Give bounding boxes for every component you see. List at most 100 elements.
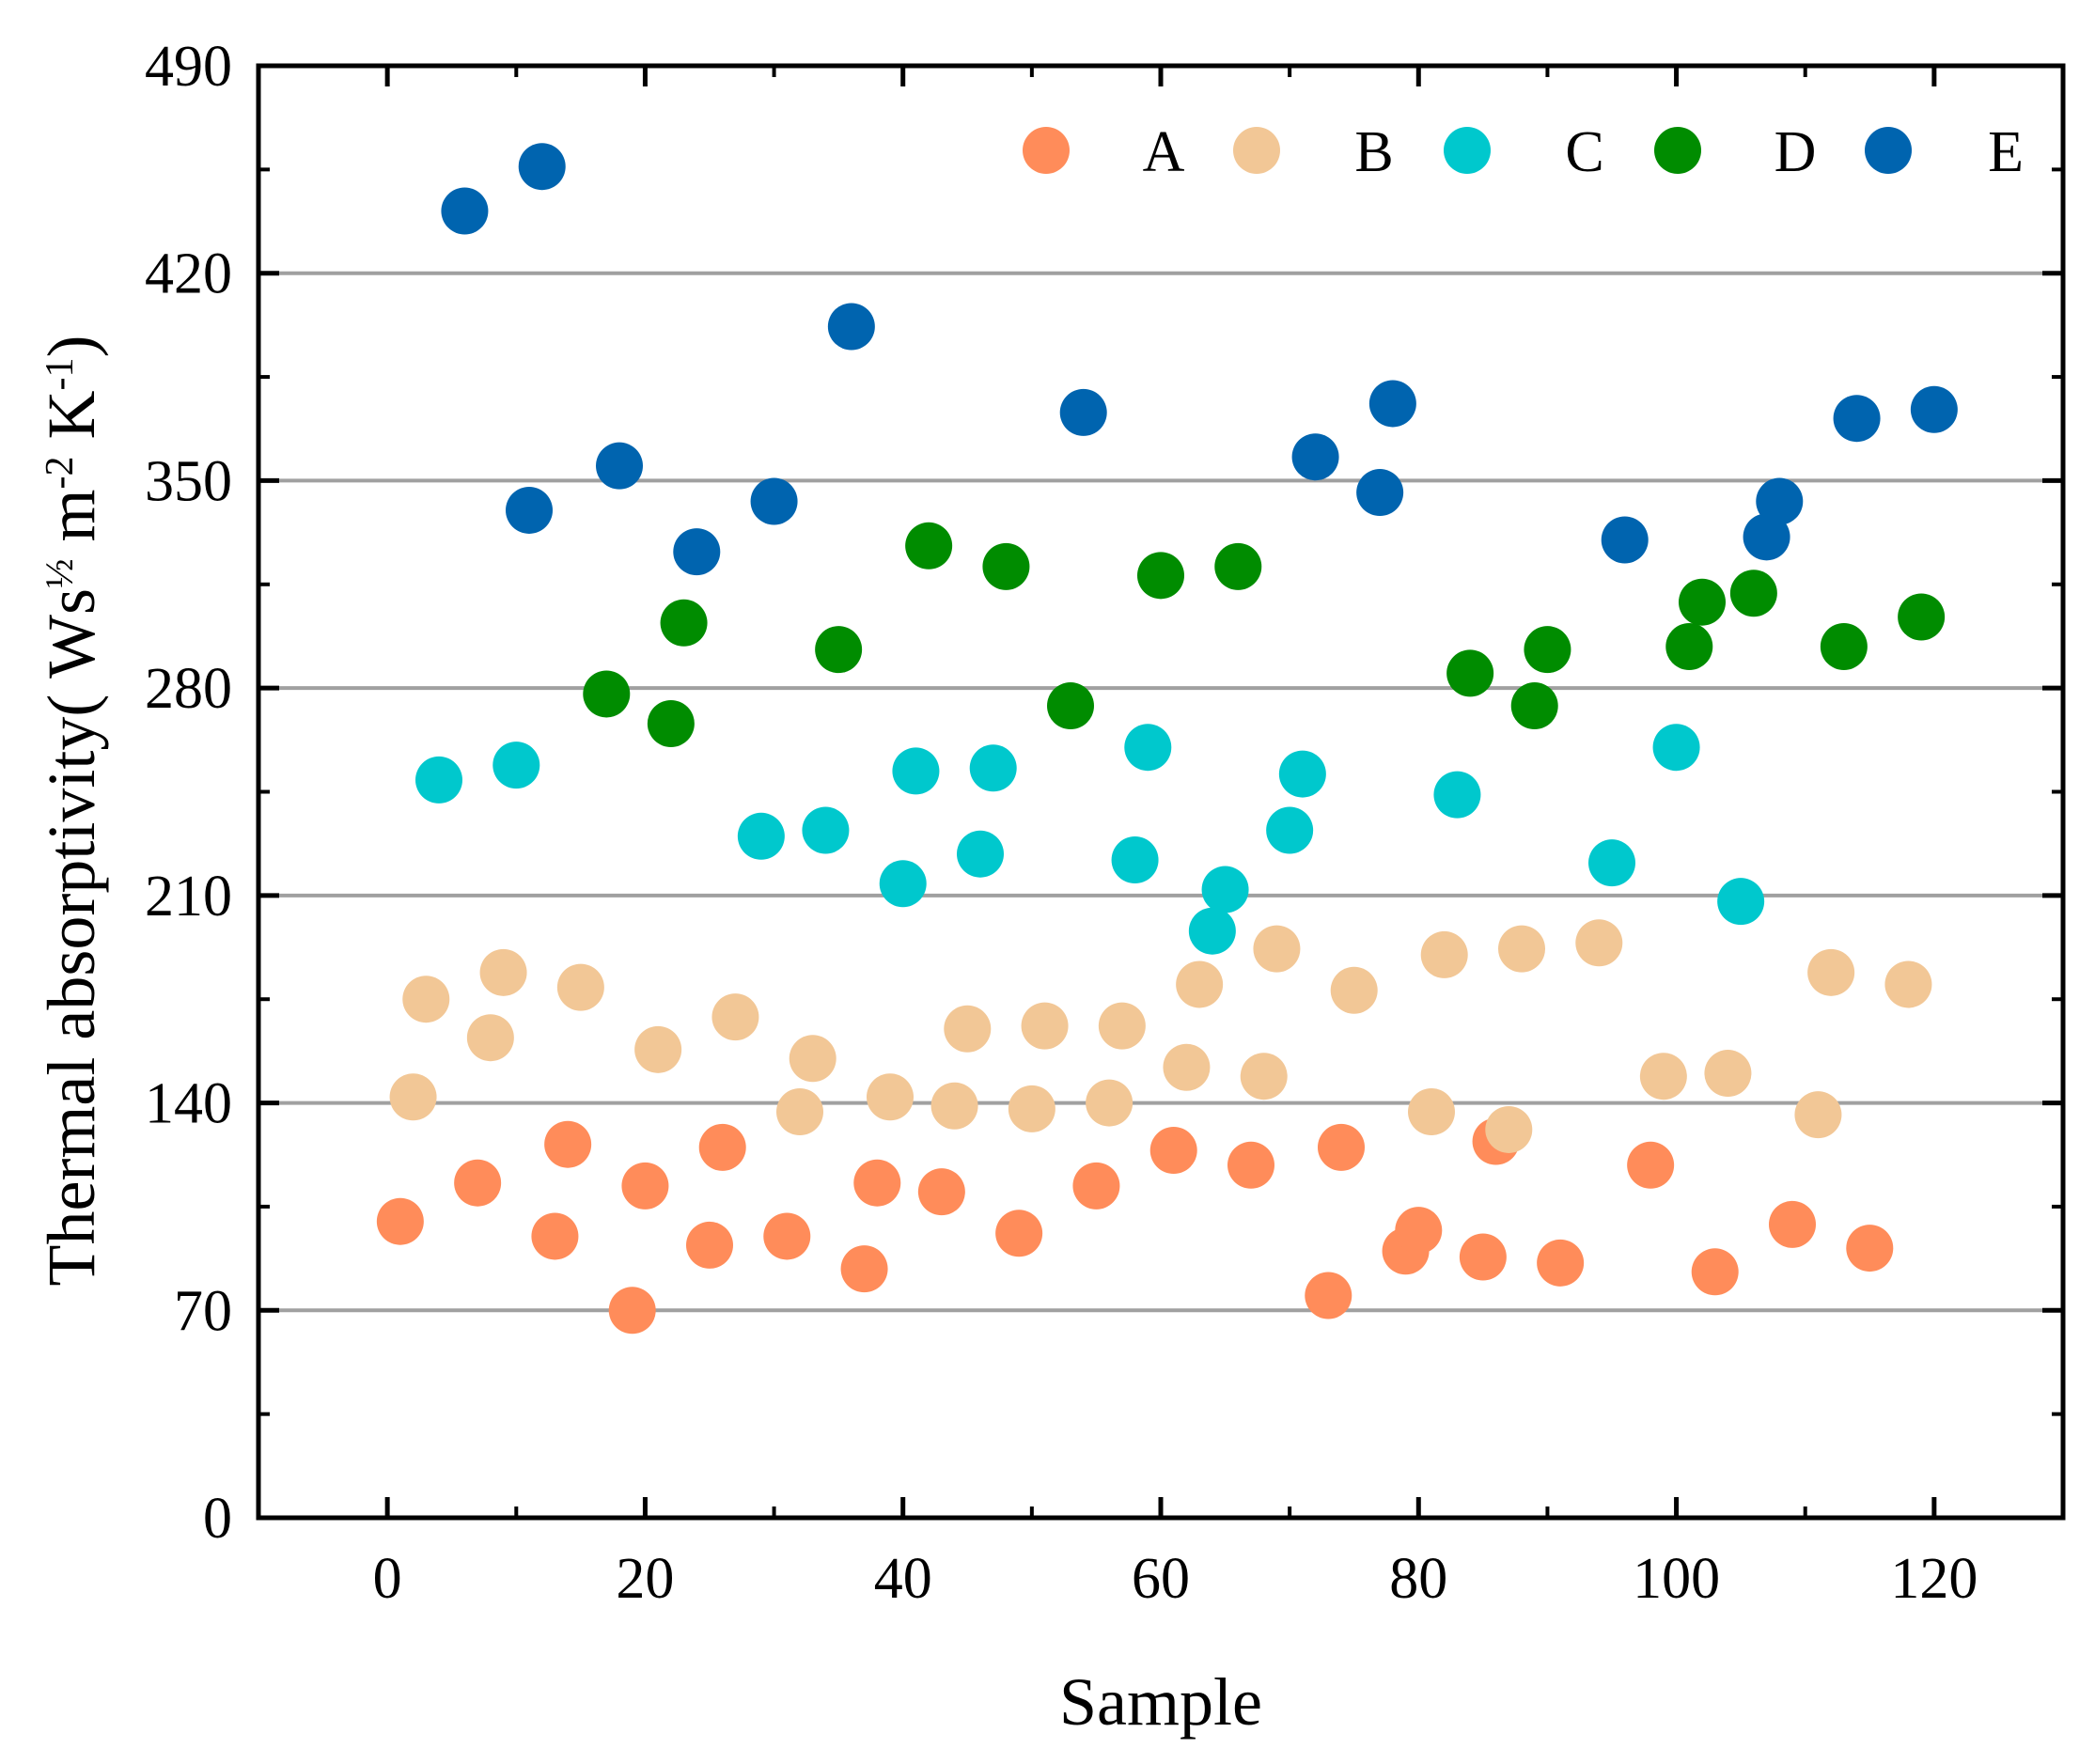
- data-point-A: [1227, 1141, 1274, 1189]
- data-point-B: [1639, 1053, 1687, 1101]
- legend-label-D: D: [1774, 120, 1817, 184]
- data-point-A: [853, 1159, 901, 1207]
- data-point-B: [389, 1073, 437, 1121]
- series-D: [583, 522, 1946, 747]
- x-tick-label-0: 0: [373, 1547, 402, 1611]
- data-point-A: [544, 1120, 592, 1168]
- data-point-D: [660, 599, 708, 647]
- data-point-D: [815, 626, 863, 674]
- legend-marker-E: [1865, 127, 1912, 174]
- y-tick-label-210: 210: [145, 865, 232, 929]
- data-point-C: [1278, 750, 1326, 798]
- legend-marker-C: [1444, 127, 1491, 174]
- legend-marker-A: [1023, 127, 1070, 174]
- y-tick-label-70: 70: [174, 1279, 232, 1343]
- data-point-E: [1291, 433, 1339, 481]
- data-point-C: [892, 747, 940, 795]
- data-point-B: [1098, 1002, 1146, 1050]
- data-point-B: [1163, 1043, 1211, 1091]
- data-point-D: [982, 542, 1030, 590]
- data-point-D: [647, 699, 695, 747]
- data-point-B: [1008, 1085, 1055, 1132]
- y-axis-title-prefix: Thermal absorptivity( Ws: [34, 588, 109, 1287]
- y-axis-title-suffix: ): [34, 336, 109, 358]
- data-point-A: [1149, 1127, 1197, 1175]
- data-point-A: [1691, 1248, 1739, 1296]
- data-point-C: [802, 806, 850, 854]
- data-point-B: [1176, 960, 1224, 1008]
- y-axis-title: Thermal absorptivity( Ws½ m-2 K-1): [34, 336, 109, 1287]
- data-point-E: [1059, 388, 1107, 436]
- data-point-E: [673, 528, 721, 576]
- data-point-B: [479, 948, 527, 996]
- y-tick-label-490: 490: [145, 35, 232, 99]
- data-point-C: [1124, 724, 1172, 772]
- data-point-E: [750, 477, 798, 525]
- series-C: [415, 724, 1765, 955]
- data-point-B: [776, 1088, 823, 1136]
- data-point-B: [634, 1025, 682, 1073]
- legend-label-C: C: [1565, 120, 1603, 184]
- data-point-B: [944, 1005, 992, 1053]
- data-point-A: [454, 1159, 502, 1207]
- data-point-D: [1137, 552, 1184, 600]
- legend-marker-D: [1654, 127, 1701, 174]
- data-point-C: [415, 756, 462, 804]
- data-point-C: [1266, 806, 1314, 854]
- data-point-E: [1833, 395, 1881, 443]
- data-point-A: [1305, 1272, 1352, 1319]
- data-point-B: [789, 1035, 836, 1083]
- data-point-A: [763, 1212, 811, 1260]
- data-point-A: [1395, 1207, 1443, 1255]
- data-point-B: [1253, 925, 1301, 973]
- data-points: [376, 143, 1958, 1335]
- data-point-B: [1408, 1088, 1455, 1136]
- x-tick-label-100: 100: [1633, 1547, 1720, 1611]
- x-tick-label-80: 80: [1389, 1547, 1447, 1611]
- data-point-B: [1794, 1091, 1842, 1139]
- data-point-C: [492, 742, 540, 789]
- data-point-C: [957, 830, 1004, 878]
- data-point-A: [995, 1210, 1043, 1257]
- data-point-B: [1575, 919, 1623, 967]
- data-point-B: [1498, 925, 1545, 973]
- y-tick-label-0: 0: [203, 1487, 232, 1551]
- x-tick-label-120: 120: [1890, 1547, 1978, 1611]
- x-tick-label-40: 40: [874, 1547, 932, 1611]
- data-point-A: [376, 1197, 424, 1245]
- data-point-E: [1743, 513, 1790, 561]
- data-point-D: [583, 670, 631, 718]
- data-point-A: [840, 1245, 888, 1293]
- y-axis-title-sup-m: -2: [39, 456, 82, 489]
- y-axis-title-unit-k: K: [34, 390, 109, 456]
- data-point-B: [930, 1082, 978, 1130]
- data-point-A: [1318, 1123, 1365, 1171]
- data-point-B: [402, 976, 450, 1023]
- data-point-C: [1717, 878, 1765, 926]
- data-point-C: [969, 744, 1017, 792]
- legend-marker-B: [1233, 127, 1280, 174]
- data-point-C: [879, 860, 927, 908]
- data-point-D: [1665, 623, 1713, 670]
- y-tick-label-350: 350: [145, 449, 232, 513]
- data-point-B: [1807, 948, 1855, 996]
- data-point-E: [1601, 516, 1649, 564]
- legend-label-B: B: [1354, 120, 1393, 184]
- data-point-D: [1524, 626, 1571, 674]
- data-point-A: [1537, 1239, 1585, 1287]
- data-point-A: [1769, 1200, 1816, 1248]
- data-point-B: [556, 963, 604, 1011]
- data-point-B: [867, 1073, 914, 1121]
- data-point-E: [506, 486, 553, 534]
- data-point-C: [1588, 839, 1635, 887]
- legend-label-A: A: [1143, 120, 1185, 184]
- data-point-B: [1086, 1079, 1133, 1127]
- data-point-C: [737, 812, 785, 860]
- y-tick-label-140: 140: [145, 1072, 232, 1136]
- data-point-A: [917, 1168, 965, 1216]
- data-point-B: [466, 1014, 514, 1062]
- y-axis-title-sup-k: -1: [39, 357, 82, 390]
- data-point-E: [1910, 385, 1958, 433]
- data-point-D: [1047, 682, 1094, 730]
